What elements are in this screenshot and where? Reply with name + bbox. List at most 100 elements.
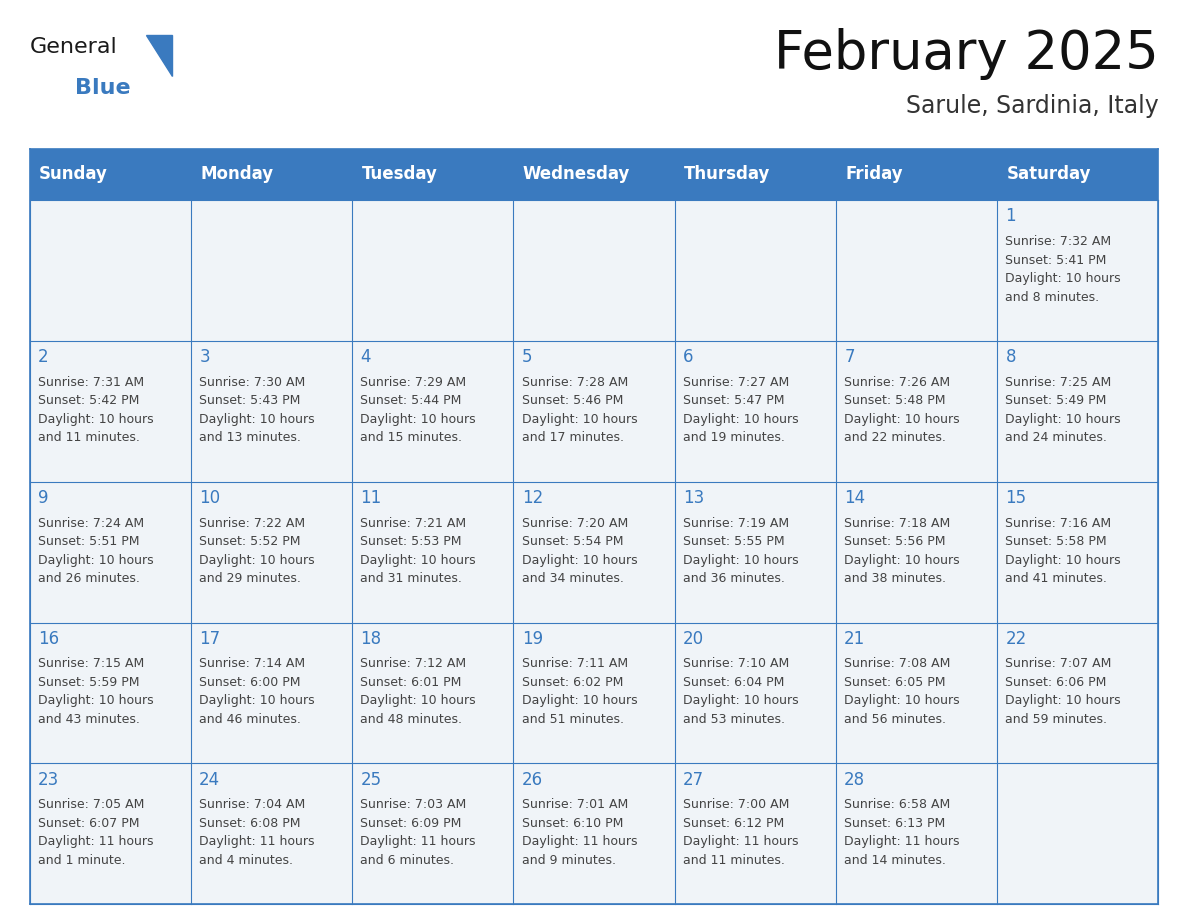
Bar <box>352 482 513 622</box>
Text: 12: 12 <box>522 489 543 507</box>
Text: Sunrise: 7:08 AM
Sunset: 6:05 PM
Daylight: 10 hours
and 56 minutes.: Sunrise: 7:08 AM Sunset: 6:05 PM Dayligh… <box>845 657 960 726</box>
Bar <box>836 200 997 341</box>
Bar <box>675 200 836 341</box>
Text: 28: 28 <box>845 771 865 789</box>
Text: Sunrise: 7:27 AM
Sunset: 5:47 PM
Daylight: 10 hours
and 19 minutes.: Sunrise: 7:27 AM Sunset: 5:47 PM Dayligh… <box>683 375 798 444</box>
Text: 4: 4 <box>360 348 371 366</box>
Text: Sunrise: 7:03 AM
Sunset: 6:09 PM
Daylight: 11 hours
and 6 minutes.: Sunrise: 7:03 AM Sunset: 6:09 PM Dayligh… <box>360 799 476 867</box>
Bar <box>675 622 836 764</box>
Text: Sunrise: 7:30 AM
Sunset: 5:43 PM
Daylight: 10 hours
and 13 minutes.: Sunrise: 7:30 AM Sunset: 5:43 PM Dayligh… <box>200 375 315 444</box>
Text: Sunrise: 7:24 AM
Sunset: 5:51 PM
Daylight: 10 hours
and 26 minutes.: Sunrise: 7:24 AM Sunset: 5:51 PM Dayligh… <box>38 517 153 585</box>
Bar <box>675 482 836 622</box>
Text: Sunrise: 7:10 AM
Sunset: 6:04 PM
Daylight: 10 hours
and 53 minutes.: Sunrise: 7:10 AM Sunset: 6:04 PM Dayligh… <box>683 657 798 726</box>
Text: Wednesday: Wednesday <box>523 165 631 184</box>
Bar <box>30 622 191 764</box>
Text: 2: 2 <box>38 348 49 366</box>
Bar <box>352 764 513 904</box>
Text: 17: 17 <box>200 630 220 648</box>
Text: 27: 27 <box>683 771 704 789</box>
Text: Sunrise: 7:00 AM
Sunset: 6:12 PM
Daylight: 11 hours
and 11 minutes.: Sunrise: 7:00 AM Sunset: 6:12 PM Dayligh… <box>683 799 798 867</box>
Text: Sunrise: 7:18 AM
Sunset: 5:56 PM
Daylight: 10 hours
and 38 minutes.: Sunrise: 7:18 AM Sunset: 5:56 PM Dayligh… <box>845 517 960 585</box>
Text: Sarule, Sardinia, Italy: Sarule, Sardinia, Italy <box>905 94 1158 118</box>
Text: Sunrise: 7:16 AM
Sunset: 5:58 PM
Daylight: 10 hours
and 41 minutes.: Sunrise: 7:16 AM Sunset: 5:58 PM Dayligh… <box>1005 517 1121 585</box>
Bar <box>191 622 352 764</box>
Text: Tuesday: Tuesday <box>361 165 437 184</box>
Text: Sunday: Sunday <box>39 165 108 184</box>
Text: Sunrise: 7:26 AM
Sunset: 5:48 PM
Daylight: 10 hours
and 22 minutes.: Sunrise: 7:26 AM Sunset: 5:48 PM Dayligh… <box>845 375 960 444</box>
Text: 9: 9 <box>38 489 49 507</box>
Text: Monday: Monday <box>201 165 273 184</box>
Text: 18: 18 <box>360 630 381 648</box>
Text: Sunrise: 7:20 AM
Sunset: 5:54 PM
Daylight: 10 hours
and 34 minutes.: Sunrise: 7:20 AM Sunset: 5:54 PM Dayligh… <box>522 517 637 585</box>
Text: 26: 26 <box>522 771 543 789</box>
Bar <box>675 764 836 904</box>
Bar <box>30 764 191 904</box>
Text: Sunrise: 7:21 AM
Sunset: 5:53 PM
Daylight: 10 hours
and 31 minutes.: Sunrise: 7:21 AM Sunset: 5:53 PM Dayligh… <box>360 517 476 585</box>
Text: 16: 16 <box>38 630 59 648</box>
Text: 15: 15 <box>1005 489 1026 507</box>
Bar <box>836 482 997 622</box>
Text: Sunrise: 7:32 AM
Sunset: 5:41 PM
Daylight: 10 hours
and 8 minutes.: Sunrise: 7:32 AM Sunset: 5:41 PM Dayligh… <box>1005 235 1121 304</box>
Bar <box>191 341 352 482</box>
Bar <box>30 341 191 482</box>
Bar <box>997 482 1158 622</box>
Text: 14: 14 <box>845 489 865 507</box>
Bar <box>997 341 1158 482</box>
Bar <box>513 200 675 341</box>
Text: Thursday: Thursday <box>684 165 771 184</box>
Bar <box>513 341 675 482</box>
Text: Sunrise: 7:31 AM
Sunset: 5:42 PM
Daylight: 10 hours
and 11 minutes.: Sunrise: 7:31 AM Sunset: 5:42 PM Dayligh… <box>38 375 153 444</box>
Bar <box>836 764 997 904</box>
Bar <box>836 622 997 764</box>
Text: Sunrise: 7:05 AM
Sunset: 6:07 PM
Daylight: 11 hours
and 1 minute.: Sunrise: 7:05 AM Sunset: 6:07 PM Dayligh… <box>38 799 153 867</box>
Text: Blue: Blue <box>75 78 131 98</box>
Bar <box>191 200 352 341</box>
Text: Sunrise: 7:04 AM
Sunset: 6:08 PM
Daylight: 11 hours
and 4 minutes.: Sunrise: 7:04 AM Sunset: 6:08 PM Dayligh… <box>200 799 315 867</box>
Bar <box>352 622 513 764</box>
Bar <box>997 764 1158 904</box>
Text: General: General <box>30 37 118 57</box>
Bar <box>191 482 352 622</box>
Bar <box>675 341 836 482</box>
Bar <box>997 200 1158 341</box>
Text: Sunrise: 7:11 AM
Sunset: 6:02 PM
Daylight: 10 hours
and 51 minutes.: Sunrise: 7:11 AM Sunset: 6:02 PM Dayligh… <box>522 657 637 726</box>
Text: Saturday: Saturday <box>1006 165 1091 184</box>
Text: Sunrise: 7:15 AM
Sunset: 5:59 PM
Daylight: 10 hours
and 43 minutes.: Sunrise: 7:15 AM Sunset: 5:59 PM Dayligh… <box>38 657 153 726</box>
Bar <box>30 482 191 622</box>
Text: Sunrise: 7:01 AM
Sunset: 6:10 PM
Daylight: 11 hours
and 9 minutes.: Sunrise: 7:01 AM Sunset: 6:10 PM Dayligh… <box>522 799 637 867</box>
Text: February 2025: February 2025 <box>773 28 1158 80</box>
Text: 21: 21 <box>845 630 865 648</box>
Text: 10: 10 <box>200 489 220 507</box>
Bar <box>513 482 675 622</box>
Text: 20: 20 <box>683 630 704 648</box>
Bar <box>836 341 997 482</box>
Text: 8: 8 <box>1005 348 1016 366</box>
Text: 11: 11 <box>360 489 381 507</box>
Bar <box>352 200 513 341</box>
Text: 7: 7 <box>845 348 854 366</box>
Text: 6: 6 <box>683 348 694 366</box>
Bar <box>513 622 675 764</box>
Bar <box>513 764 675 904</box>
Text: Sunrise: 7:22 AM
Sunset: 5:52 PM
Daylight: 10 hours
and 29 minutes.: Sunrise: 7:22 AM Sunset: 5:52 PM Dayligh… <box>200 517 315 585</box>
Text: 22: 22 <box>1005 630 1026 648</box>
Text: 13: 13 <box>683 489 704 507</box>
Bar <box>997 622 1158 764</box>
Text: Sunrise: 6:58 AM
Sunset: 6:13 PM
Daylight: 11 hours
and 14 minutes.: Sunrise: 6:58 AM Sunset: 6:13 PM Dayligh… <box>845 799 960 867</box>
Text: 1: 1 <box>1005 207 1016 226</box>
Bar <box>191 764 352 904</box>
Text: 5: 5 <box>522 348 532 366</box>
Bar <box>30 200 191 341</box>
Bar <box>30 149 1158 200</box>
Text: Sunrise: 7:28 AM
Sunset: 5:46 PM
Daylight: 10 hours
and 17 minutes.: Sunrise: 7:28 AM Sunset: 5:46 PM Dayligh… <box>522 375 637 444</box>
Text: Sunrise: 7:12 AM
Sunset: 6:01 PM
Daylight: 10 hours
and 48 minutes.: Sunrise: 7:12 AM Sunset: 6:01 PM Dayligh… <box>360 657 476 726</box>
Text: 19: 19 <box>522 630 543 648</box>
Text: 25: 25 <box>360 771 381 789</box>
Text: 24: 24 <box>200 771 220 789</box>
Text: 3: 3 <box>200 348 210 366</box>
Text: Sunrise: 7:25 AM
Sunset: 5:49 PM
Daylight: 10 hours
and 24 minutes.: Sunrise: 7:25 AM Sunset: 5:49 PM Dayligh… <box>1005 375 1121 444</box>
Text: 23: 23 <box>38 771 59 789</box>
Text: Friday: Friday <box>846 165 903 184</box>
Bar <box>352 341 513 482</box>
Text: Sunrise: 7:19 AM
Sunset: 5:55 PM
Daylight: 10 hours
and 36 minutes.: Sunrise: 7:19 AM Sunset: 5:55 PM Dayligh… <box>683 517 798 585</box>
